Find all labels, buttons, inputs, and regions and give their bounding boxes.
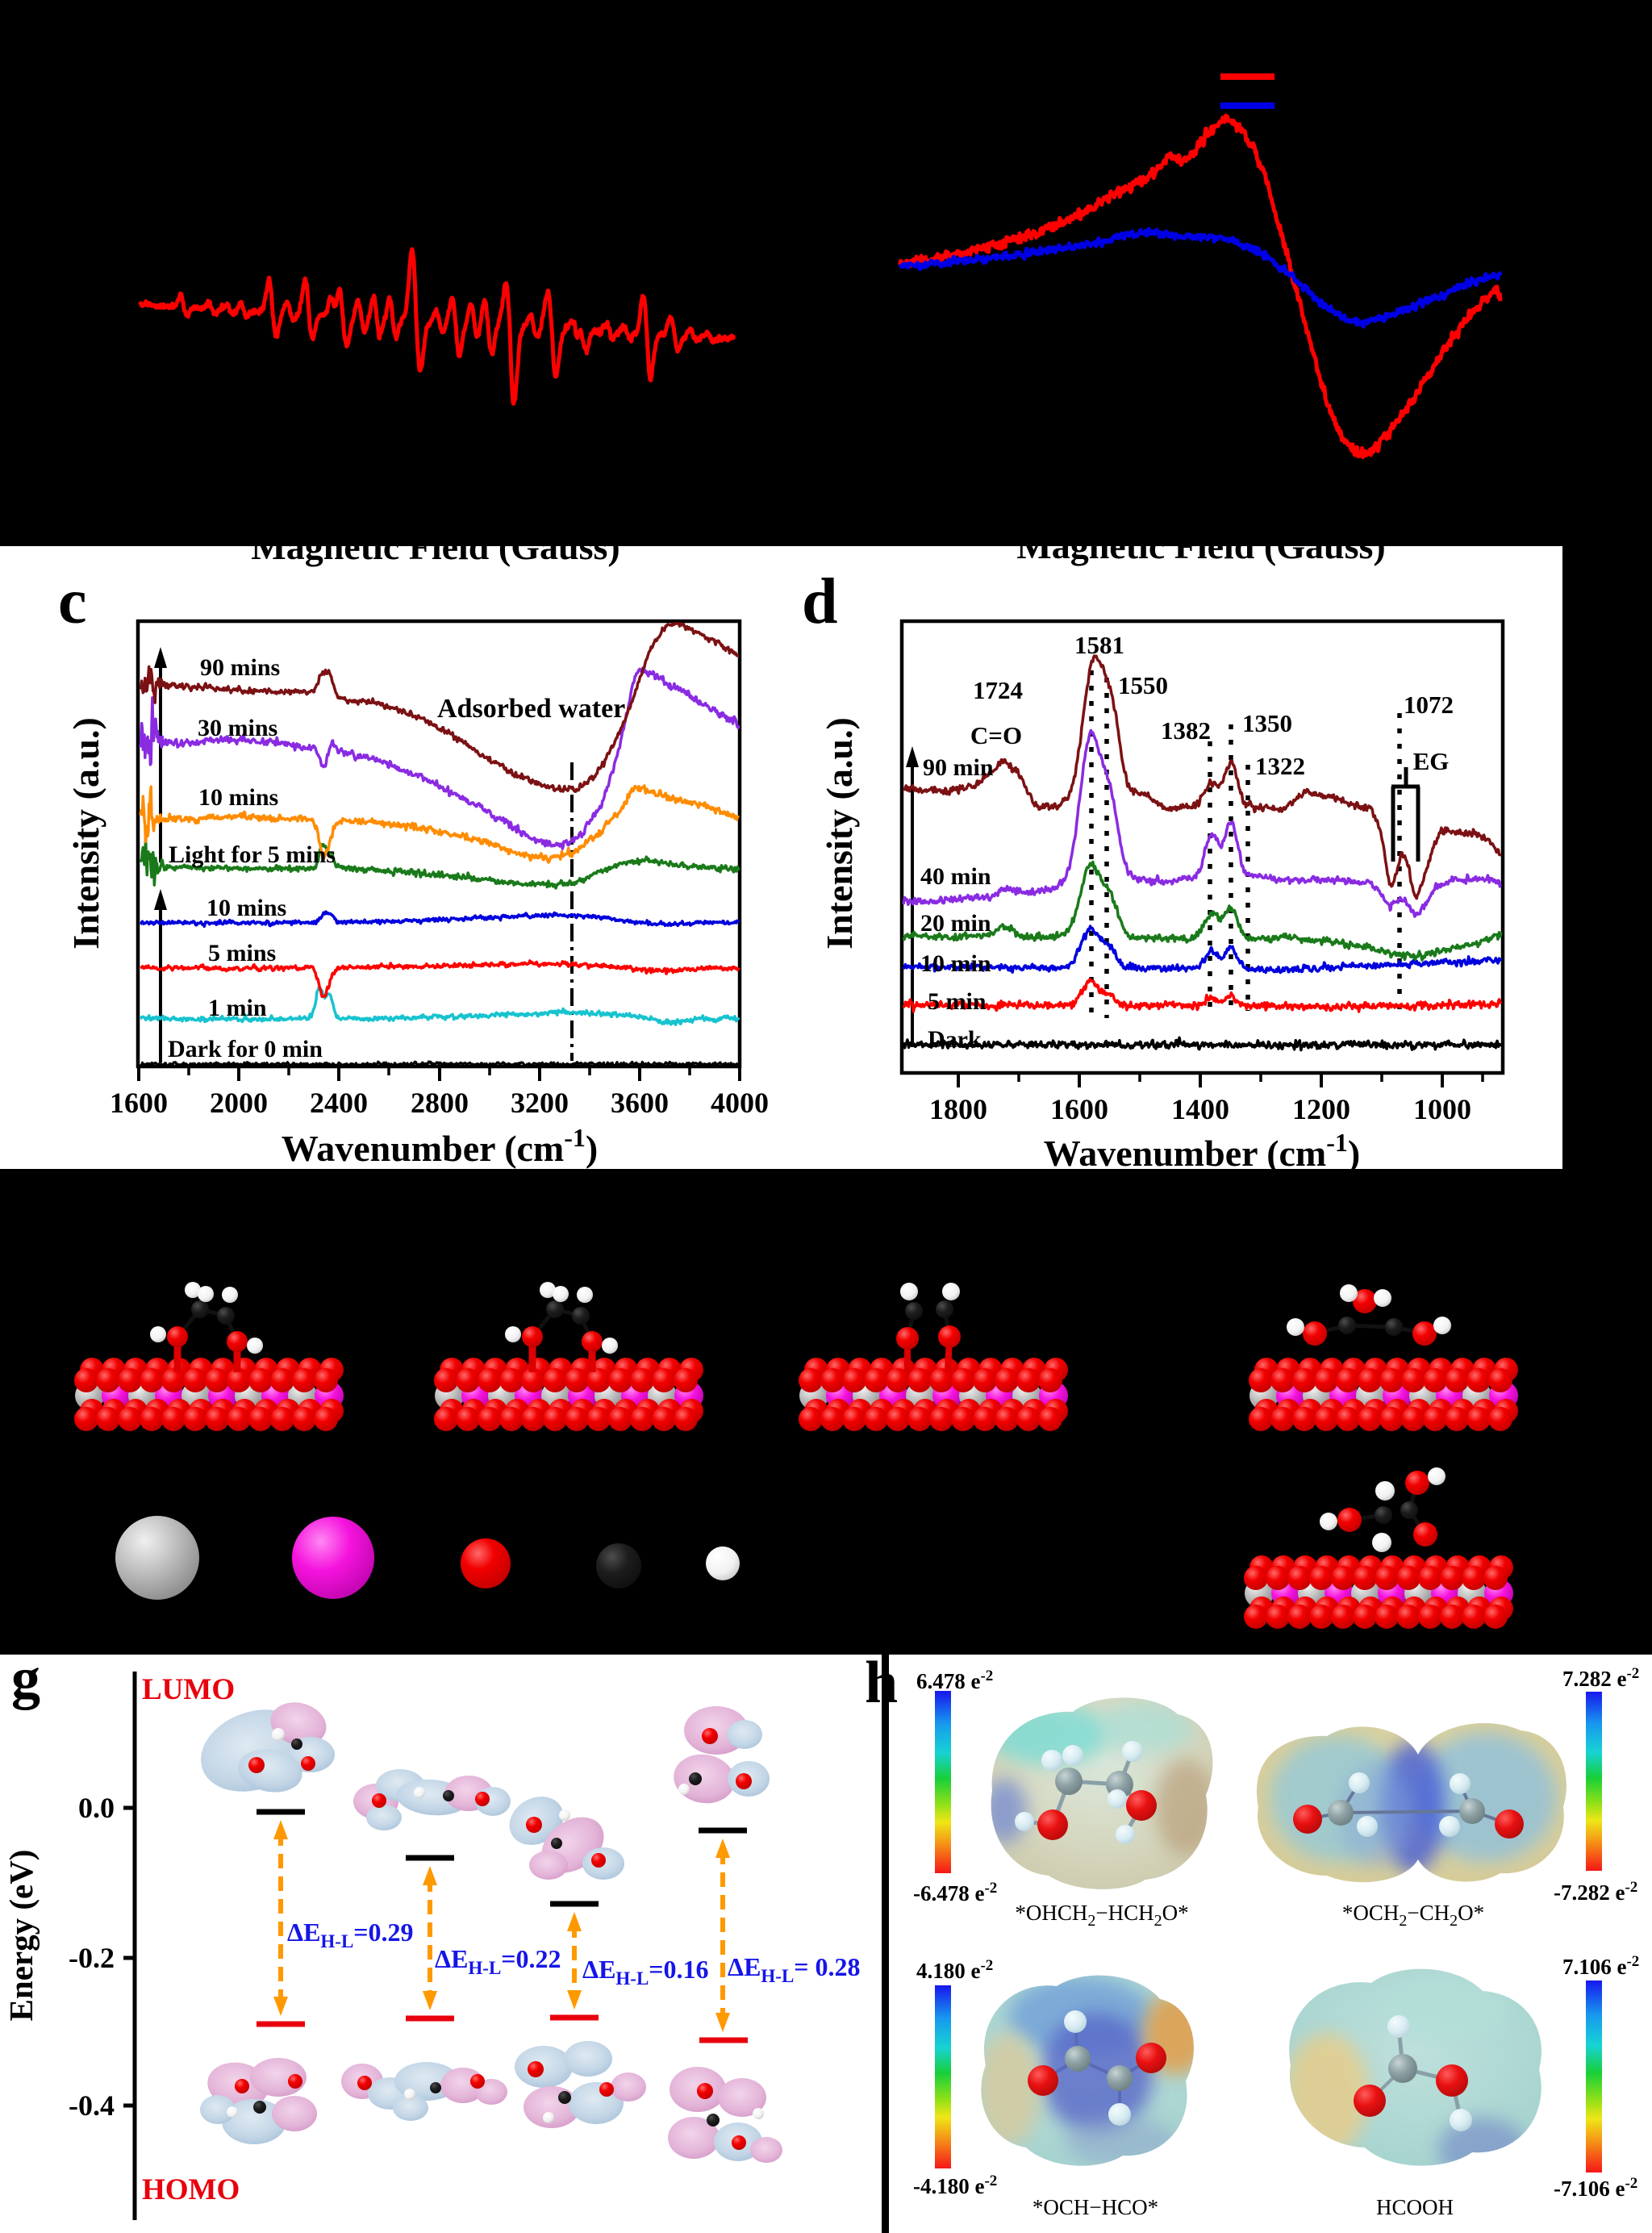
svg-text:C=O: C=O	[970, 721, 1022, 749]
svg-text:1000: 1000	[1413, 1093, 1471, 1125]
svg-text:2000: 2000	[210, 1087, 268, 1119]
svg-text:-7.282 e-2: -7.282 e-2	[1554, 1879, 1637, 1905]
svg-text:1724: 1724	[973, 676, 1023, 704]
svg-text:ΔEH-L= 0.28: ΔEH-L= 0.28	[728, 1952, 861, 1986]
svg-text:20 min: 20 min	[920, 910, 991, 937]
svg-text:Light for 5 mins: Light for 5 mins	[169, 841, 336, 868]
svg-text:g: g	[11, 1655, 40, 1710]
svg-text:-7.106 e-2: -7.106 e-2	[1554, 2175, 1637, 2202]
svg-text:1600: 1600	[110, 1087, 168, 1119]
svg-text:90 min: 90 min	[923, 754, 994, 781]
svg-text:30 mins: 30 mins	[198, 715, 277, 741]
svg-text:1800: 1800	[929, 1093, 987, 1125]
svg-text:2800: 2800	[411, 1087, 469, 1119]
svg-text:1600: 1600	[1050, 1093, 1108, 1125]
svg-text:1322: 1322	[1255, 752, 1305, 780]
svg-text:1350: 1350	[1242, 709, 1292, 737]
svg-text:1200: 1200	[1292, 1093, 1350, 1125]
svg-text:3600: 3600	[611, 1087, 669, 1119]
svg-text:40 min: 40 min	[920, 863, 991, 890]
svg-text:-6.478 e-2: -6.478 e-2	[913, 1880, 997, 1906]
svg-text:10 min: 10 min	[920, 950, 991, 977]
svg-text:1382: 1382	[1161, 716, 1211, 745]
svg-text:Energy (eV): Energy (eV)	[2, 1850, 40, 2022]
svg-text:4000: 4000	[711, 1087, 769, 1119]
svg-text:1400: 1400	[1171, 1093, 1229, 1125]
svg-text:*OCH−HCO*: *OCH−HCO*	[1032, 2195, 1158, 2219]
svg-text:Dark: Dark	[928, 1026, 982, 1053]
svg-text:Intensity (a.u.): Intensity (a.u.)	[65, 717, 106, 950]
svg-text:Wavenumber (cm-1): Wavenumber (cm-1)	[282, 1123, 599, 1169]
svg-text:h: h	[865, 1655, 898, 1716]
svg-text:2400: 2400	[310, 1087, 368, 1119]
svg-text:90 mins: 90 mins	[200, 654, 280, 681]
svg-text:3200: 3200	[511, 1087, 569, 1119]
svg-text:Intensity (a.u.): Intensity (a.u.)	[819, 717, 860, 950]
svg-text:d: d	[802, 566, 838, 637]
svg-text:1 min: 1 min	[208, 995, 267, 1021]
svg-text:EG: EG	[1413, 747, 1450, 775]
svg-text:Magnetic Field (Gauss): Magnetic Field (Gauss)	[1016, 546, 1385, 566]
svg-text:LUMO: LUMO	[142, 1673, 235, 1706]
svg-text:5 mins: 5 mins	[208, 940, 276, 966]
svg-text:c: c	[58, 566, 87, 637]
svg-text:1581: 1581	[1074, 631, 1124, 659]
svg-text:5 min: 5 min	[928, 988, 987, 1015]
svg-text:Magnetic Field (Gauss): Magnetic Field (Gauss)	[251, 546, 620, 567]
svg-text:-0.2: -0.2	[69, 1942, 115, 1974]
svg-text:10 mins: 10 mins	[198, 784, 278, 811]
svg-text:0.0: 0.0	[78, 1792, 115, 1824]
svg-text:4.180 e-2: 4.180 e-2	[916, 1957, 993, 1984]
svg-text:Adsorbed water: Adsorbed water	[437, 694, 625, 724]
svg-text:Wavenumber (cm-1): Wavenumber (cm-1)	[1044, 1128, 1361, 1169]
svg-text:7.282 e-2: 7.282 e-2	[1562, 1665, 1639, 1692]
svg-text:Dark for 0 min: Dark for 0 min	[168, 1036, 323, 1062]
svg-text:-0.4: -0.4	[69, 2089, 115, 2122]
svg-text:1072: 1072	[1404, 691, 1454, 719]
svg-text:HOMO: HOMO	[142, 2173, 240, 2206]
svg-text:6.478 e-2: 6.478 e-2	[916, 1667, 993, 1694]
svg-text:HCOOH: HCOOH	[1376, 2195, 1454, 2219]
svg-text:10 mins: 10 mins	[206, 895, 286, 921]
svg-text:-4.180 e-2: -4.180 e-2	[913, 2172, 997, 2199]
svg-text:1550: 1550	[1118, 671, 1168, 699]
svg-text:7.106 e-2: 7.106 e-2	[1562, 1953, 1639, 1980]
